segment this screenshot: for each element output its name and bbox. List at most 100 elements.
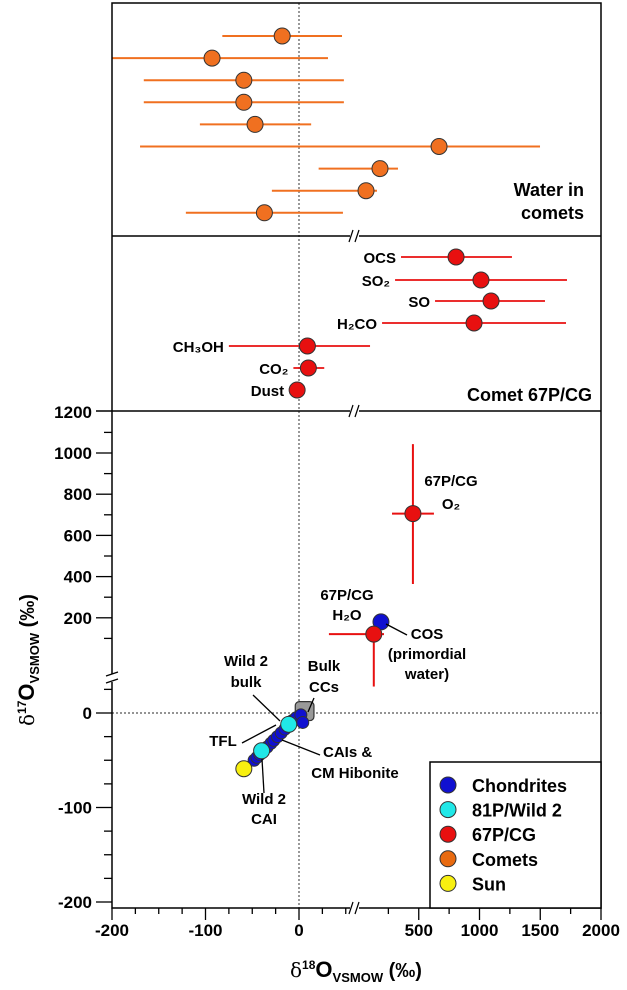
species-point <box>447 248 465 266</box>
legend-marker-comets <box>439 850 457 868</box>
annotation-text: O₂ <box>442 496 460 513</box>
panel-title-line: comets <box>521 203 584 223</box>
annotation-text: CCs <box>309 679 339 696</box>
annotation-leader-line <box>252 694 281 722</box>
legend-label: Chondrites <box>472 776 567 796</box>
plot-frame <box>96 2 602 920</box>
annotation-text: Wild 2 <box>224 653 268 670</box>
legend-marker-sun <box>439 874 457 892</box>
y-axis-title-unit: (‰) <box>17 594 39 633</box>
annotation-text: Wild 2 <box>242 791 286 808</box>
67p-cg-point <box>365 625 383 643</box>
y-tick-label: 1200 <box>54 403 92 422</box>
x-tick-label: 2000 <box>582 921 620 940</box>
species-point <box>299 359 317 377</box>
panel-title-water-comets: Water in comets <box>514 180 584 223</box>
comet-point <box>430 138 448 155</box>
y-axis-title-main: O <box>14 683 39 700</box>
x-axis-title: δ18OVSMOW (‰) <box>290 957 422 985</box>
annotation-text: CM Hibonite <box>311 765 399 782</box>
axis-break-gap <box>350 902 359 914</box>
comet-point <box>357 182 375 200</box>
species-point <box>288 381 306 399</box>
sun-point <box>235 760 253 778</box>
legend-label: Comets <box>472 850 538 870</box>
annotation-text: 67P/CG <box>424 473 477 490</box>
annotation-text: CAI <box>251 811 277 828</box>
x-axis-title-sub: VSMOW <box>333 970 384 985</box>
y-tick-label: -100 <box>58 799 92 818</box>
comet-point <box>371 160 389 178</box>
zero-reference-lines <box>112 3 601 908</box>
x-tick-label: 1500 <box>521 921 559 940</box>
legend-marker-81p-wild-2 <box>439 801 457 819</box>
panel-title-67p: Comet 67P/CG <box>467 385 592 405</box>
panel-title-line: Water in <box>514 180 584 200</box>
annotation-leader-line <box>281 739 321 756</box>
comet-point <box>235 71 253 89</box>
chondrites-point <box>296 715 310 729</box>
y-axis-title: δ17OVSMOW (‰) <box>14 594 42 726</box>
annotation-leader-line <box>241 724 277 744</box>
data-marks <box>112 27 567 794</box>
67p-cg-point <box>404 505 422 523</box>
axis-break-mark <box>105 671 119 677</box>
species-point <box>482 292 500 310</box>
legend-marker-chondrites <box>439 776 457 794</box>
x-axis-title-sup: 18 <box>302 958 316 972</box>
axis-break-gap <box>350 230 359 242</box>
y-tick-label: 600 <box>64 526 92 545</box>
annotation-text: H₂O <box>332 607 361 624</box>
species-point <box>465 314 483 332</box>
x-axis-title-unit: (‰) <box>383 960 422 982</box>
axis-break-mark <box>348 901 354 915</box>
x-tick-label: -200 <box>95 921 129 940</box>
axis-break-mark <box>354 404 360 418</box>
axis-break-mark <box>348 229 354 243</box>
x-axis-title-delta: δ <box>290 958 302 982</box>
y-axis-title-delta: δ <box>15 714 39 726</box>
legend-marker-67p-cg <box>439 825 457 843</box>
annotation-text: 67P/CG <box>320 587 373 604</box>
annotation-text: TFL <box>209 733 237 750</box>
legend-box <box>429 761 602 909</box>
axis-break-mark <box>105 678 119 684</box>
axis-break-gap <box>350 405 359 417</box>
axis-break-mark <box>354 229 360 243</box>
y-tick-label: 0 <box>83 704 92 723</box>
comet-point <box>273 27 291 45</box>
species-point <box>298 337 316 355</box>
annotation-text: water) <box>404 666 449 683</box>
y-tick-label: 200 <box>64 609 92 628</box>
y-tick-label: -200 <box>58 893 92 912</box>
annotation-leader-line <box>261 758 265 794</box>
axis-break-mark <box>354 901 360 915</box>
y-tick-label: 400 <box>64 568 92 587</box>
annotation-leader-line <box>385 623 408 636</box>
legend-label: Sun <box>472 874 506 894</box>
annotation-text: Bulk <box>308 658 341 675</box>
legend-label: 81P/Wild 2 <box>472 801 562 821</box>
x-axis-title-main: O <box>315 957 332 982</box>
comet-point <box>255 204 273 222</box>
annotation-text: bulk <box>231 674 262 691</box>
y-tick-label: 800 <box>64 485 92 504</box>
annotation-text: (primordial <box>388 646 466 663</box>
annotation-text: COS <box>411 626 444 643</box>
species-label: SO <box>408 294 430 311</box>
species-label: CO₂ <box>259 361 288 378</box>
axis-break-mark <box>348 404 354 418</box>
x-tick-label: -100 <box>188 921 222 940</box>
comet-point <box>235 93 253 111</box>
species-label: H₂CO <box>337 316 377 333</box>
y-axis-title-sup: 17 <box>15 700 29 714</box>
x-tick-label: 1000 <box>461 921 499 940</box>
y-tick-label: 1000 <box>54 444 92 463</box>
comet-point <box>203 49 221 67</box>
y-axis-title-sub: VSMOW <box>27 632 42 683</box>
legend: Chondrites 81P/Wild 2 67P/CG Comets Sun <box>429 761 602 909</box>
annotation-text: CAIs & <box>323 744 372 761</box>
comet-point <box>246 115 264 133</box>
